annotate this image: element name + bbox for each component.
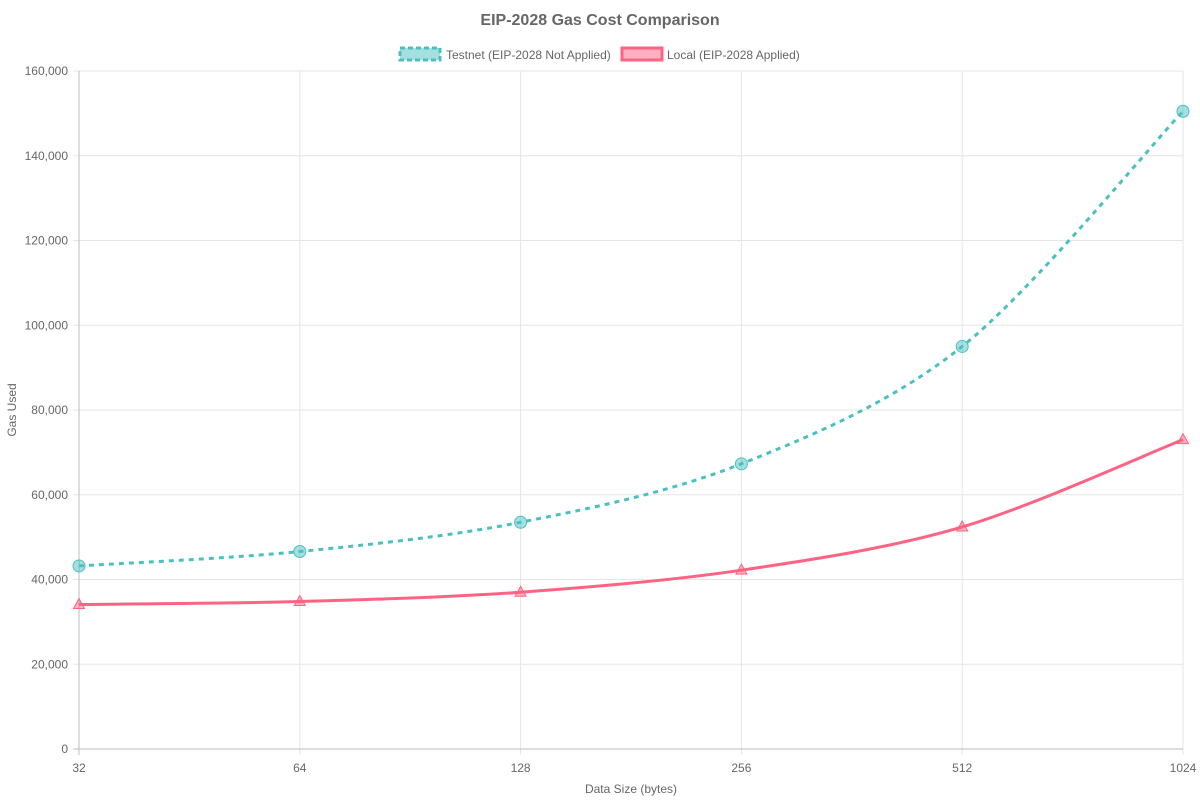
data-point-testnet[interactable] <box>1176 104 1190 118</box>
y-tick-label: 100,000 <box>25 318 69 332</box>
legend-label-testnet: Testnet (EIP-2028 Not Applied) <box>446 48 611 62</box>
x-axis-ticks: 32 64 128 256 512 1024 <box>72 761 1196 775</box>
legend-item-local[interactable]: Local (EIP-2028 Applied) <box>620 46 800 62</box>
legend-swatch-testnet <box>398 46 442 62</box>
axes <box>78 71 1183 750</box>
series-layer <box>72 104 1190 610</box>
x-tick-label: 512 <box>952 761 972 775</box>
data-point-local[interactable] <box>955 519 969 532</box>
data-point-testnet[interactable] <box>72 559 86 573</box>
data-point-testnet[interactable] <box>514 515 528 529</box>
y-tick-label: 120,000 <box>25 234 69 248</box>
data-point-testnet[interactable] <box>734 457 748 471</box>
y-tick-label: 140,000 <box>25 149 69 163</box>
data-point-local[interactable] <box>72 597 86 610</box>
series-line-testnet <box>78 110 1185 568</box>
legend-label-local: Local (EIP-2028 Applied) <box>667 48 800 62</box>
y-tick-label: 80,000 <box>31 403 68 417</box>
series-local <box>72 432 1190 610</box>
series-testnet <box>72 104 1190 573</box>
data-point-testnet[interactable] <box>293 545 307 559</box>
data-point-local[interactable] <box>735 563 748 575</box>
x-tick-label: 1024 <box>1170 761 1197 775</box>
x-tick-label: 256 <box>731 761 751 775</box>
data-point-testnet[interactable] <box>955 339 969 353</box>
grid <box>73 70 1184 755</box>
x-axis-label: Data Size (bytes) <box>585 782 677 796</box>
legend-swatch-local <box>620 46 664 62</box>
y-tick-label: 60,000 <box>31 488 68 502</box>
y-tick-label: 160,000 <box>25 64 69 78</box>
series-line-local <box>78 438 1184 607</box>
data-point-local[interactable] <box>514 585 527 597</box>
x-tick-label: 32 <box>72 761 86 775</box>
data-point-local[interactable] <box>1176 432 1190 445</box>
y-tick-label: 40,000 <box>31 573 68 587</box>
chart-title: EIP-2028 Gas Cost Comparison <box>480 12 719 29</box>
y-axis-label: Gas Used <box>5 383 19 436</box>
x-tick-label: 64 <box>293 761 307 775</box>
y-tick-label: 0 <box>61 742 68 756</box>
x-tick-label: 128 <box>511 761 531 775</box>
y-tick-label: 20,000 <box>31 657 68 671</box>
y-axis-ticks: 0 20,000 40,000 60,000 80,000 100,000 120,000 1… <box>25 64 69 756</box>
data-point-local[interactable] <box>293 594 307 607</box>
legend: Testnet (EIP-2028 Not Applied) Local (EI… <box>398 46 800 62</box>
legend-item-testnet[interactable]: Testnet (EIP-2028 Not Applied) <box>398 46 611 62</box>
